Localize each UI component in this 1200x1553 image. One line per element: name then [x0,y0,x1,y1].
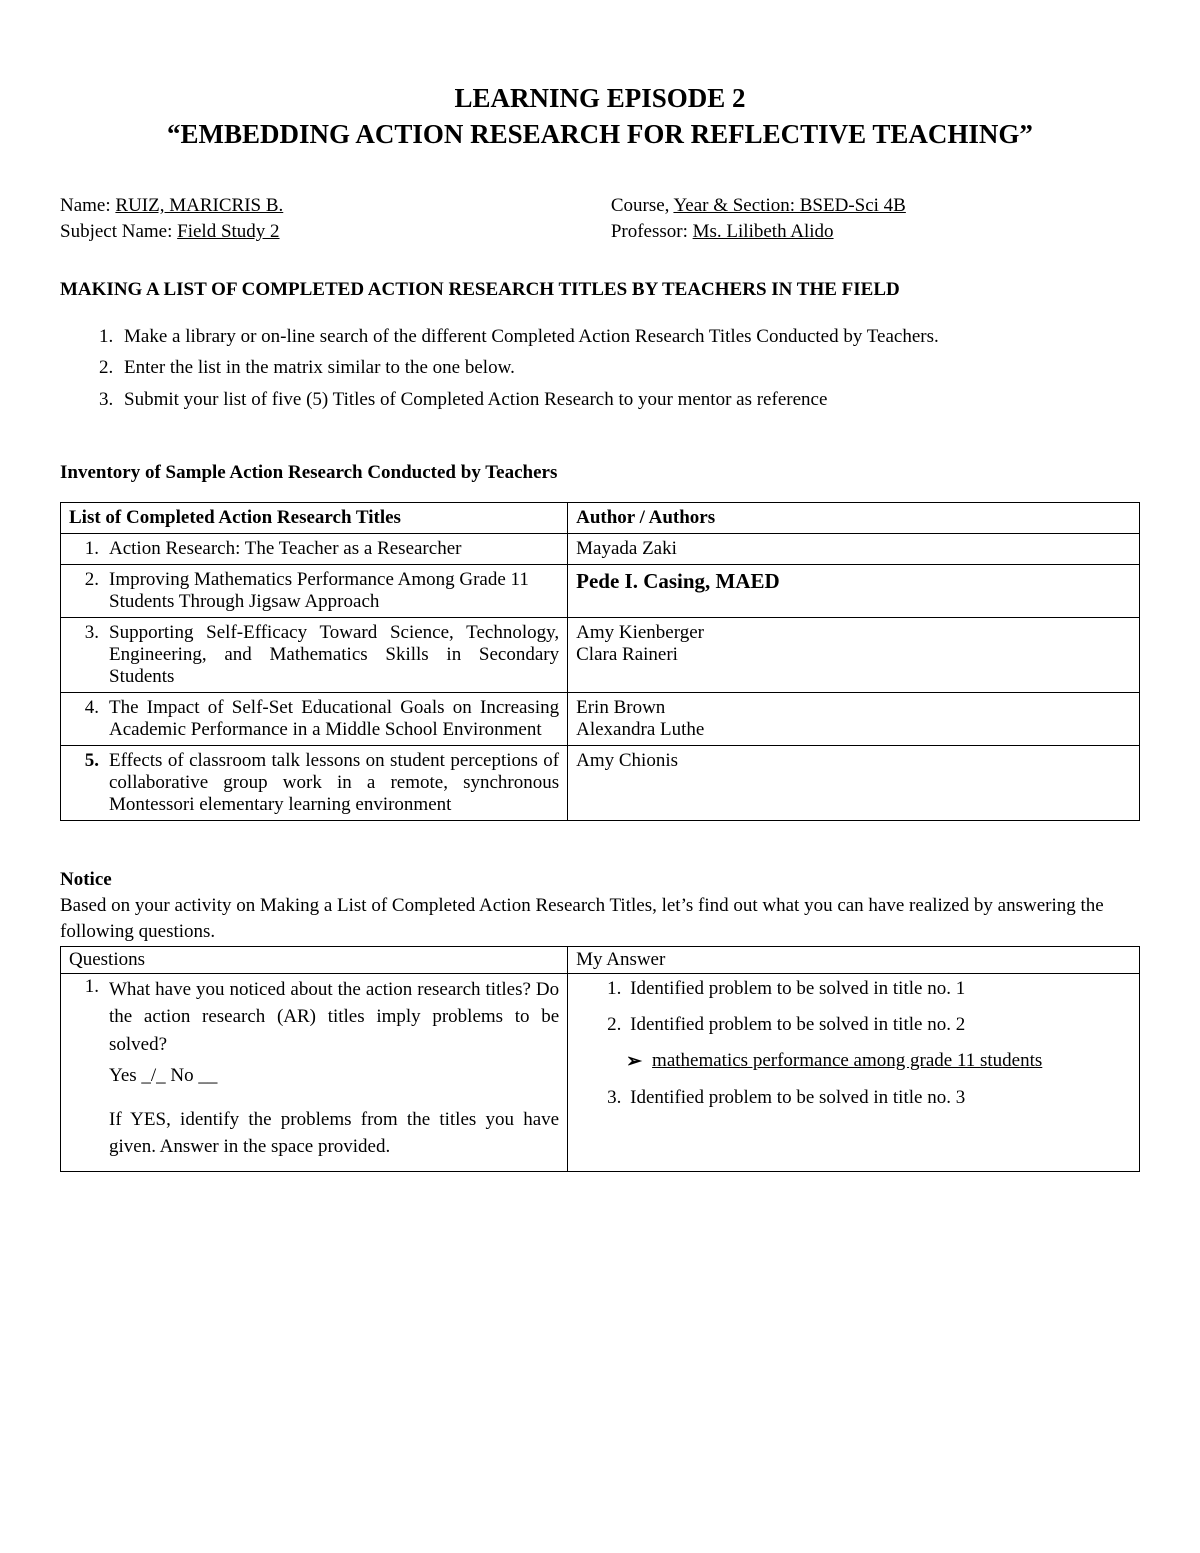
title-line-1: LEARNING EPISODE 2 [60,80,1140,116]
table-row: 3.Supporting Self-Efficacy Toward Scienc… [61,617,1140,692]
qa-table: Questions My Answer 1. What have you not… [60,946,1140,1172]
course-value: Year & Section: BSED-Sci 4B [673,195,905,216]
instruction-item: Make a library or on-line search of the … [118,323,1140,351]
question-text: What have you noticed about the action r… [109,976,559,1161]
row-number: 4. [69,697,109,741]
qa-header-answer: My Answer [568,946,1140,973]
title-cell: 5.Effects of classroom talk lessons on s… [61,745,568,820]
table-row: 5.Effects of classroom talk lessons on s… [61,745,1140,820]
answer-item: Identified problem to be solved in title… [626,978,1131,1000]
info-left: Name: RUIZ, MARICRIS B. Subject Name: Fi… [60,195,589,247]
author-name: Mayada Zaki [576,538,1131,560]
section-heading: MAKING A LIST OF COMPLETED ACTION RESEAR… [60,279,1140,301]
row-number: 3. [69,622,109,688]
inventory-heading: Inventory of Sample Action Research Cond… [60,462,1140,484]
notice-text: Based on your activity on Making a List … [60,893,1140,946]
title-cell: 1.Action Research: The Teacher as a Rese… [61,533,568,564]
question-cell: 1. What have you noticed about the actio… [61,973,568,1171]
prof-value: Ms. Lilibeth Alido [693,221,834,242]
notice-heading: Notice [60,869,1140,891]
name-label: Name: [60,195,115,216]
answer-sub-text: mathematics performance among grade 11 s… [652,1050,1042,1073]
instruction-item: Enter the list in the matrix similar to … [118,354,1140,382]
subject-value: Field Study 2 [177,221,279,242]
author-cell: Amy KienbergerClara Raineri [568,617,1140,692]
author-name: Erin Brown [576,697,1131,719]
header-info: Name: RUIZ, MARICRIS B. Subject Name: Fi… [60,195,1140,247]
answer-list-cont: Identified problem to be solved in title… [576,1087,1131,1109]
qa-header-row: Questions My Answer [61,946,1140,973]
instruction-item: Submit your list of five (5) Titles of C… [118,386,1140,414]
question-number: 1. [69,976,109,1161]
answer-item: Identified problem to be solved in title… [626,1014,1131,1036]
instructions-list: Make a library or on-line search of the … [60,323,1140,414]
row-title-text: The Impact of Self-Set Educational Goals… [109,697,559,741]
document-title: LEARNING EPISODE 2 “EMBEDDING ACTION RES… [60,80,1140,153]
author-cell: Erin BrownAlexandra Luthe [568,692,1140,745]
answer-sub-bullet: ➢ mathematics performance among grade 11… [626,1050,1131,1073]
author-cell: Pede I. Casing, MAED [568,564,1140,617]
table-header-row: List of Completed Action Research Titles… [61,502,1140,533]
table-row: 2.Improving Mathematics Performance Amon… [61,564,1140,617]
name-row: Name: RUIZ, MARICRIS B. [60,195,589,217]
author-name: Amy Chionis [576,750,1131,772]
yes-no-line: Yes _/_ No __ [109,1062,559,1090]
info-right: Course, Year & Section: BSED-Sci 4B Prof… [611,195,1140,247]
answer-cell: Identified problem to be solved in title… [568,973,1140,1171]
subject-row: Subject Name: Field Study 2 [60,221,589,243]
row-title-text: Supporting Self-Efficacy Toward Science,… [109,622,559,688]
prof-label: Professor: [611,221,693,242]
author-name: Clara Raineri [576,644,1131,666]
arrow-icon: ➢ [626,1050,642,1073]
question-p1: What have you noticed about the action r… [109,979,559,1055]
table-row: 4.The Impact of Self-Set Educational Goa… [61,692,1140,745]
row-number: 1. [69,538,109,560]
title-cell: 4.The Impact of Self-Set Educational Goa… [61,692,568,745]
title-cell: 3.Supporting Self-Efficacy Toward Scienc… [61,617,568,692]
qa-header-questions: Questions [61,946,568,973]
author-name: Amy Kienberger [576,622,1131,644]
answer-item: Identified problem to be solved in title… [626,1087,1131,1109]
inventory-table: List of Completed Action Research Titles… [60,502,1140,821]
professor-row: Professor: Ms. Lilibeth Alido [611,221,1140,243]
row-number: 5. [69,750,109,816]
row-number: 2. [69,569,109,613]
header-titles: List of Completed Action Research Titles [61,502,568,533]
row-title-text: Effects of classroom talk lessons on stu… [109,750,559,816]
header-authors: Author / Authors [568,502,1140,533]
author-cell: Mayada Zaki [568,533,1140,564]
row-title-text: Action Research: The Teacher as a Resear… [109,538,559,560]
title-cell: 2.Improving Mathematics Performance Amon… [61,564,568,617]
course-row: Course, Year & Section: BSED-Sci 4B [611,195,1140,217]
answer-list: Identified problem to be solved in title… [576,978,1131,1036]
subject-label: Subject Name: [60,221,177,242]
table-row: 1.Action Research: The Teacher as a Rese… [61,533,1140,564]
name-value: RUIZ, MARICRIS B. [115,195,283,216]
title-line-2: “EMBEDDING ACTION RESEARCH FOR REFLECTIV… [60,116,1140,152]
author-name: Pede I. Casing, MAED [576,569,1131,594]
author-cell: Amy Chionis [568,745,1140,820]
row-title-text: Improving Mathematics Performance Among … [109,569,559,613]
qa-row: 1. What have you noticed about the actio… [61,973,1140,1171]
course-label: Course, [611,195,674,216]
question-p2: If YES, identify the problems from the t… [109,1109,559,1158]
author-name: Alexandra Luthe [576,719,1131,741]
